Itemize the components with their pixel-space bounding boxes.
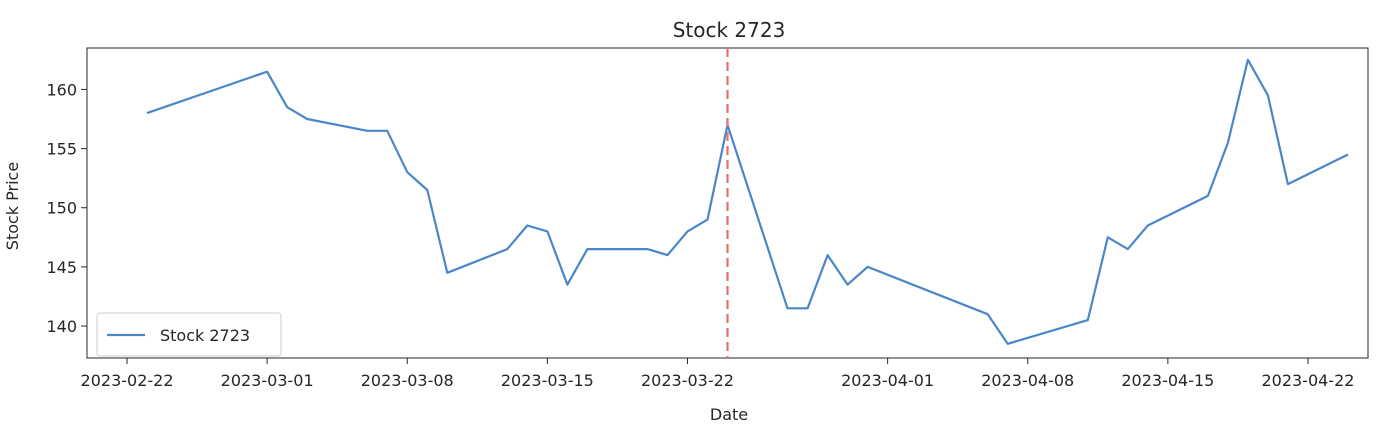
x-tick-label: 2023-02-22	[81, 371, 174, 390]
y-tick-label: 150	[46, 199, 77, 218]
x-tick-label: 2023-03-15	[501, 371, 594, 390]
y-tick-label: 145	[46, 258, 77, 277]
y-tick-label: 160	[46, 80, 77, 99]
x-axis-label: Date	[710, 405, 748, 424]
y-axis-label: Stock Price	[3, 162, 22, 250]
plot-area: 140 145 150 155 160 2023-02-22 2023-03-01 2023-…	[46, 47, 1369, 390]
series-line	[146, 58, 1349, 345]
x-tick-label: 2023-04-01	[841, 371, 934, 390]
x-tick-label: 2023-03-01	[221, 371, 314, 390]
y-tick-label: 140	[46, 317, 77, 336]
x-tick-label: 2023-03-08	[361, 371, 454, 390]
x-tick-label: 2023-03-22	[641, 371, 734, 390]
x-tick-label: 2023-04-22	[1261, 371, 1354, 390]
legend-label: Stock 2723	[160, 326, 250, 345]
y-tick-label: 155	[46, 140, 77, 159]
chart-title: Stock 2723	[673, 18, 786, 42]
legend: Stock 2723	[96, 312, 282, 357]
legend-box	[96, 312, 282, 357]
x-tick-label: 2023-04-08	[981, 371, 1074, 390]
x-tick-label: 2023-04-15	[1121, 371, 1214, 390]
